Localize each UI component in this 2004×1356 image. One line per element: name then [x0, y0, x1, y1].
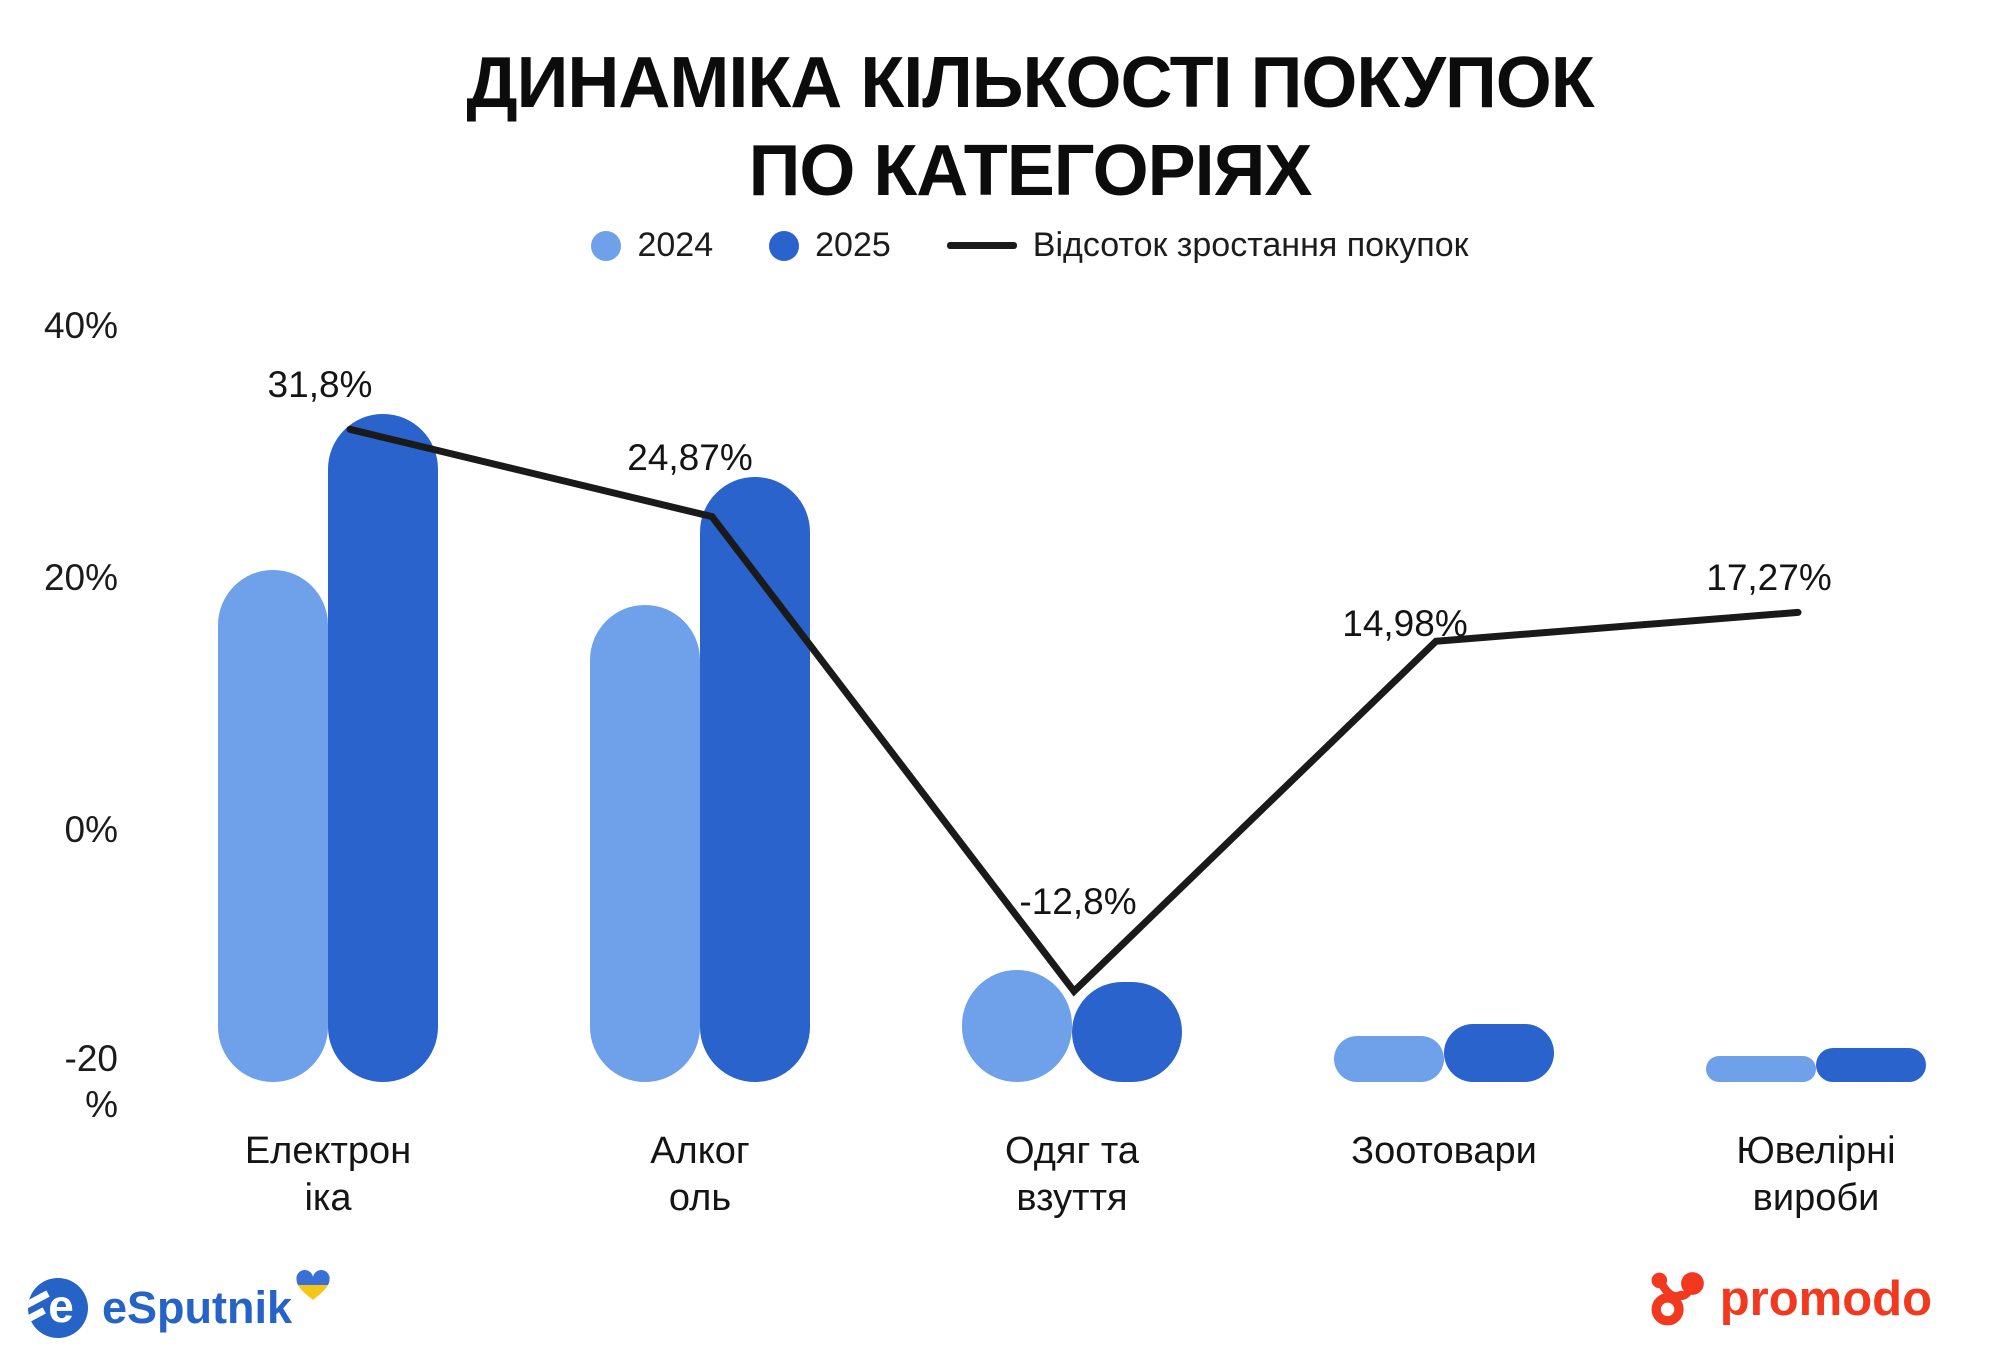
line-value-label-Ювелірні вироби: 17,27% — [1706, 557, 1832, 598]
bar-2025-Електроніка — [328, 414, 438, 1082]
esputnik-logo: e eSputnik — [28, 1270, 330, 1338]
legend-dot-2025-icon — [769, 230, 800, 261]
category-label-Ювелірні вироби: Ювелірні вироби — [1736, 1130, 1896, 1220]
legend-dot-2024-icon — [591, 230, 622, 261]
bar-2025-Зоотовари — [1444, 1024, 1554, 1082]
chart-legend: 2024 2025 Відсоток зростання покупок — [0, 226, 2004, 265]
legend-item-2025: 2025 — [769, 226, 891, 265]
promodo-logo: promodo — [1650, 1270, 1932, 1328]
bar-2025-Ювелірні вироби — [1816, 1048, 1926, 1082]
line-value-label-Зоотовари: 14,98% — [1342, 603, 1468, 644]
bar-2024-Алкоголь — [590, 605, 700, 1082]
y-tick--20: -20 % — [64, 1037, 118, 1125]
y-tick-40: 40% — [43, 304, 118, 346]
chart-title: ДИНАМІКА КІЛЬКОСТІ ПОКУПОК ПО КАТЕГОРІЯХ — [466, 43, 1594, 211]
legend-line-icon — [946, 242, 1017, 249]
category-label-Електроніка: Електрон іка — [244, 1130, 412, 1220]
bar-2025-Одяг та взуття — [1072, 982, 1182, 1082]
legend-item-2024: 2024 — [591, 226, 713, 265]
y-tick-0: 0% — [64, 808, 118, 850]
esputnik-wordmark: eSputnik — [102, 1282, 293, 1333]
legend-label-growth-line: Відсоток зростання покупок — [1032, 226, 1469, 264]
category-label-Алкоголь: Алког оль — [650, 1130, 750, 1220]
line-value-label-Електроніка: 31,8% — [267, 364, 373, 405]
esputnik-stripe-icon — [28, 1307, 46, 1328]
bar-2024-Одяг та взуття — [962, 970, 1072, 1082]
y-tick-20: 20% — [43, 556, 118, 598]
promodo-wordmark: promodo — [1719, 1272, 1932, 1326]
ukraine-heart-icon — [296, 1270, 330, 1300]
line-value-label-Одяг та взуття: -12,8% — [1019, 881, 1137, 922]
esputnik-e-glyph: e — [48, 1280, 74, 1332]
esputnik-circle-icon: e — [28, 1278, 88, 1338]
bar-2024-Електроніка — [218, 570, 328, 1082]
growth-line — [346, 425, 1802, 997]
promodo-mark-icon — [1651, 1272, 1704, 1326]
bar-2024-Ювелірні вироби — [1706, 1056, 1816, 1082]
line-value-label-Алкоголь: 24,87% — [627, 437, 753, 478]
legend-label-2025: 2025 — [815, 226, 891, 264]
legend-label-2024: 2024 — [637, 226, 714, 264]
category-label-Одяг та взуття: Одяг та взуття — [1004, 1130, 1140, 1220]
category-label-Зоотовари: Зоотовари — [1351, 1130, 1537, 1172]
legend-item-growth-line: Відсоток зростання покупок — [946, 226, 1469, 265]
bar-2024-Зоотовари — [1334, 1036, 1444, 1082]
